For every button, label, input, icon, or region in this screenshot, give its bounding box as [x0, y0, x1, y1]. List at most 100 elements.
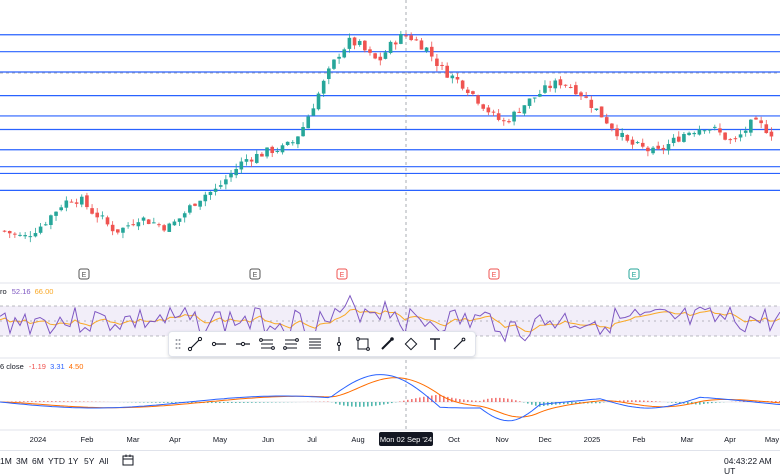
range-all[interactable]: All	[99, 456, 108, 466]
macd-hist-bar	[471, 400, 473, 402]
candle	[49, 214, 53, 229]
earnings-marker-4[interactable]: E	[629, 269, 639, 279]
candle	[615, 125, 619, 140]
macd-hist-bar	[223, 402, 225, 403]
date-price-range-icon[interactable]	[304, 333, 326, 355]
date-range-icon[interactable]	[256, 333, 278, 355]
macd-hist-bar	[379, 402, 381, 405]
macd-hist-bar	[23, 401, 25, 402]
macd-hist-bar	[463, 400, 465, 402]
candle	[54, 211, 58, 221]
macd-hist-bar	[227, 402, 229, 403]
macd-hist-bar	[511, 399, 513, 402]
macd-hist-bar	[439, 395, 441, 402]
macd-hist-bar	[239, 402, 241, 403]
candle	[543, 80, 547, 94]
macd-hist-bar	[599, 402, 601, 403]
macd-hist-bar	[271, 402, 273, 403]
text-icon[interactable]	[424, 333, 446, 355]
date-range-calendar-icon[interactable]	[122, 454, 134, 468]
candle	[342, 48, 346, 59]
vertical-line-icon[interactable]	[328, 333, 350, 355]
candle	[142, 216, 146, 225]
candle	[152, 218, 156, 224]
candle	[445, 62, 449, 78]
candle	[80, 194, 84, 207]
earnings-marker-3[interactable]: E	[489, 269, 499, 279]
macd-hist-bar	[151, 402, 153, 403]
candle	[198, 201, 202, 210]
candle	[378, 53, 382, 66]
macd-hist-bar	[391, 402, 393, 403]
range-1y[interactable]: 1Y	[68, 456, 78, 466]
macd-hist-bar	[623, 400, 625, 402]
candle	[39, 223, 43, 234]
candle	[291, 140, 295, 146]
price-range-icon[interactable]	[280, 333, 302, 355]
pencil-icon[interactable]	[448, 333, 470, 355]
macd-hist-bar	[399, 401, 401, 402]
candle	[723, 132, 727, 140]
macd-hist-bar	[775, 401, 777, 402]
candle	[250, 157, 254, 167]
arrow-marker-icon[interactable]	[232, 333, 254, 355]
range-3m[interactable]: 3M	[16, 456, 28, 466]
macd-hist-bar	[339, 402, 341, 405]
time-axis-label: May	[213, 435, 227, 444]
candle	[553, 78, 557, 92]
rectangle-icon[interactable]	[352, 333, 374, 355]
macd-hist-bar	[231, 402, 233, 403]
macd-hist-bar	[483, 400, 485, 402]
earnings-marker-1[interactable]: E	[250, 269, 260, 279]
brush-icon[interactable]	[376, 333, 398, 355]
candle	[728, 138, 732, 144]
candle	[162, 224, 166, 232]
range-5y[interactable]: 5Y	[84, 456, 94, 466]
clock[interactable]: 04:43:22 AM UT	[724, 456, 780, 476]
macd-hist-bar	[527, 402, 529, 404]
candle	[286, 141, 290, 146]
range-1m[interactable]: 1M	[0, 456, 12, 466]
horizontal-ray-icon[interactable]	[208, 333, 230, 355]
candle	[101, 211, 105, 219]
trend-line-icon[interactable]	[184, 333, 206, 355]
macd-hist-bar	[215, 402, 217, 403]
candle	[147, 219, 151, 224]
horizontal-levels[interactable]	[0, 35, 780, 191]
macd-hist-bar	[423, 397, 425, 402]
macd-hist-bar	[55, 401, 57, 402]
candle	[461, 80, 465, 91]
range-ytd[interactable]: YTD	[48, 456, 65, 466]
macd-legend[interactable]: 6 close -1.19 3.31 4.50	[0, 362, 83, 371]
candle	[692, 131, 696, 136]
candle	[214, 184, 218, 196]
candle	[574, 82, 578, 96]
price-candles[interactable]	[3, 31, 773, 242]
range-6m[interactable]: 6M	[32, 456, 44, 466]
candle	[548, 81, 552, 92]
candle	[569, 84, 573, 88]
candle	[497, 109, 501, 121]
time-axis-label: Jul	[307, 435, 317, 444]
candle	[23, 232, 27, 239]
candle	[183, 211, 187, 222]
earnings-marker-0[interactable]: E	[79, 269, 89, 279]
drag-handle-icon[interactable]	[173, 333, 183, 355]
candle	[662, 145, 666, 154]
candle	[698, 126, 702, 136]
time-axis-label: Apr	[724, 435, 736, 444]
rsi-legend[interactable]: ro 52.16 66.00	[0, 287, 53, 296]
rotated-rectangle-icon[interactable]	[400, 333, 422, 355]
macd-hist-bar	[671, 402, 673, 403]
macd-value: 3.31	[50, 362, 65, 371]
earnings-marker-2[interactable]: E	[337, 269, 347, 279]
macd-hist-bar	[435, 395, 437, 402]
candle	[75, 199, 79, 208]
candle	[18, 232, 22, 237]
rsi-name: ro	[0, 287, 7, 296]
drawing-toolbar[interactable]	[168, 331, 476, 357]
candle	[502, 118, 506, 126]
earnings-marker-label: E	[492, 272, 497, 279]
macd-hist-bar	[651, 401, 653, 402]
